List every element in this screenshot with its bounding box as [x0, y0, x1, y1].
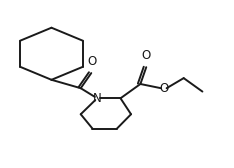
- Text: O: O: [88, 55, 97, 68]
- Text: N: N: [93, 92, 102, 105]
- Text: O: O: [142, 49, 151, 62]
- Text: O: O: [159, 82, 168, 95]
